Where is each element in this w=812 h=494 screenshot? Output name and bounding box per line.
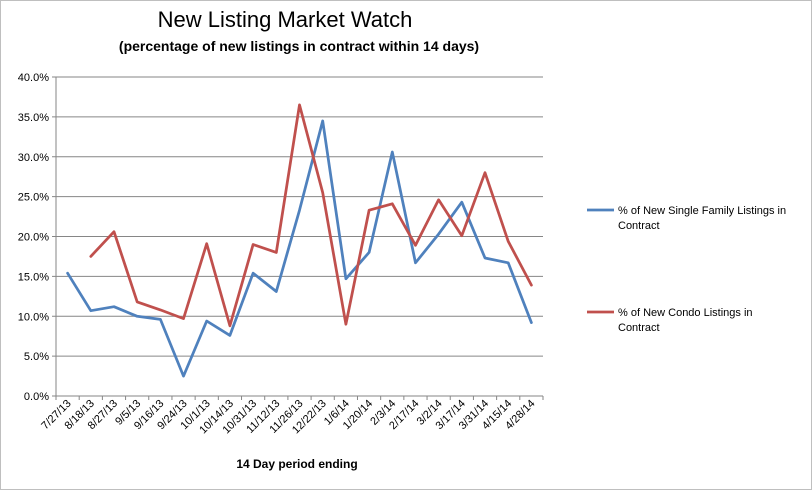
- legend: % of New Single Family Listings in Contra…: [587, 205, 786, 334]
- y-tick-label: 5.0%: [24, 351, 49, 363]
- series-line-1: [66, 119, 533, 378]
- x-axis-label: 14 Day period ending: [236, 457, 357, 471]
- x-axis-ticks: 7/27/138/18/138/27/139/5/139/16/139/24/1…: [39, 396, 544, 436]
- y-tick-label: 40.0%: [18, 72, 49, 84]
- y-tick-label: 0.0%: [24, 391, 49, 403]
- series-line-2: [89, 103, 533, 328]
- y-tick-label: 35.0%: [18, 112, 49, 124]
- y-tick-label: 20.0%: [18, 232, 49, 244]
- legend-label-2: % of New Condo Listings in Contract: [618, 307, 753, 334]
- y-tick-label: 10.0%: [18, 311, 49, 323]
- chart-title: New Listing Market Watch: [158, 7, 413, 32]
- legend-label-1: % of New Single Family Listings in Contra…: [618, 205, 786, 232]
- y-tick-label: 30.0%: [18, 152, 49, 164]
- y-tick-label: 25.0%: [18, 192, 49, 204]
- y-axis-ticks: 0.0% 5.0% 10.0% 15.0% 20.0% 25.0% 30.0% 35.0% 40…: [18, 72, 56, 403]
- y-tick-label: 15.0%: [18, 271, 49, 283]
- chart-subtitle: (percentage of new listings in contract …: [119, 38, 479, 54]
- series-group: [66, 103, 533, 378]
